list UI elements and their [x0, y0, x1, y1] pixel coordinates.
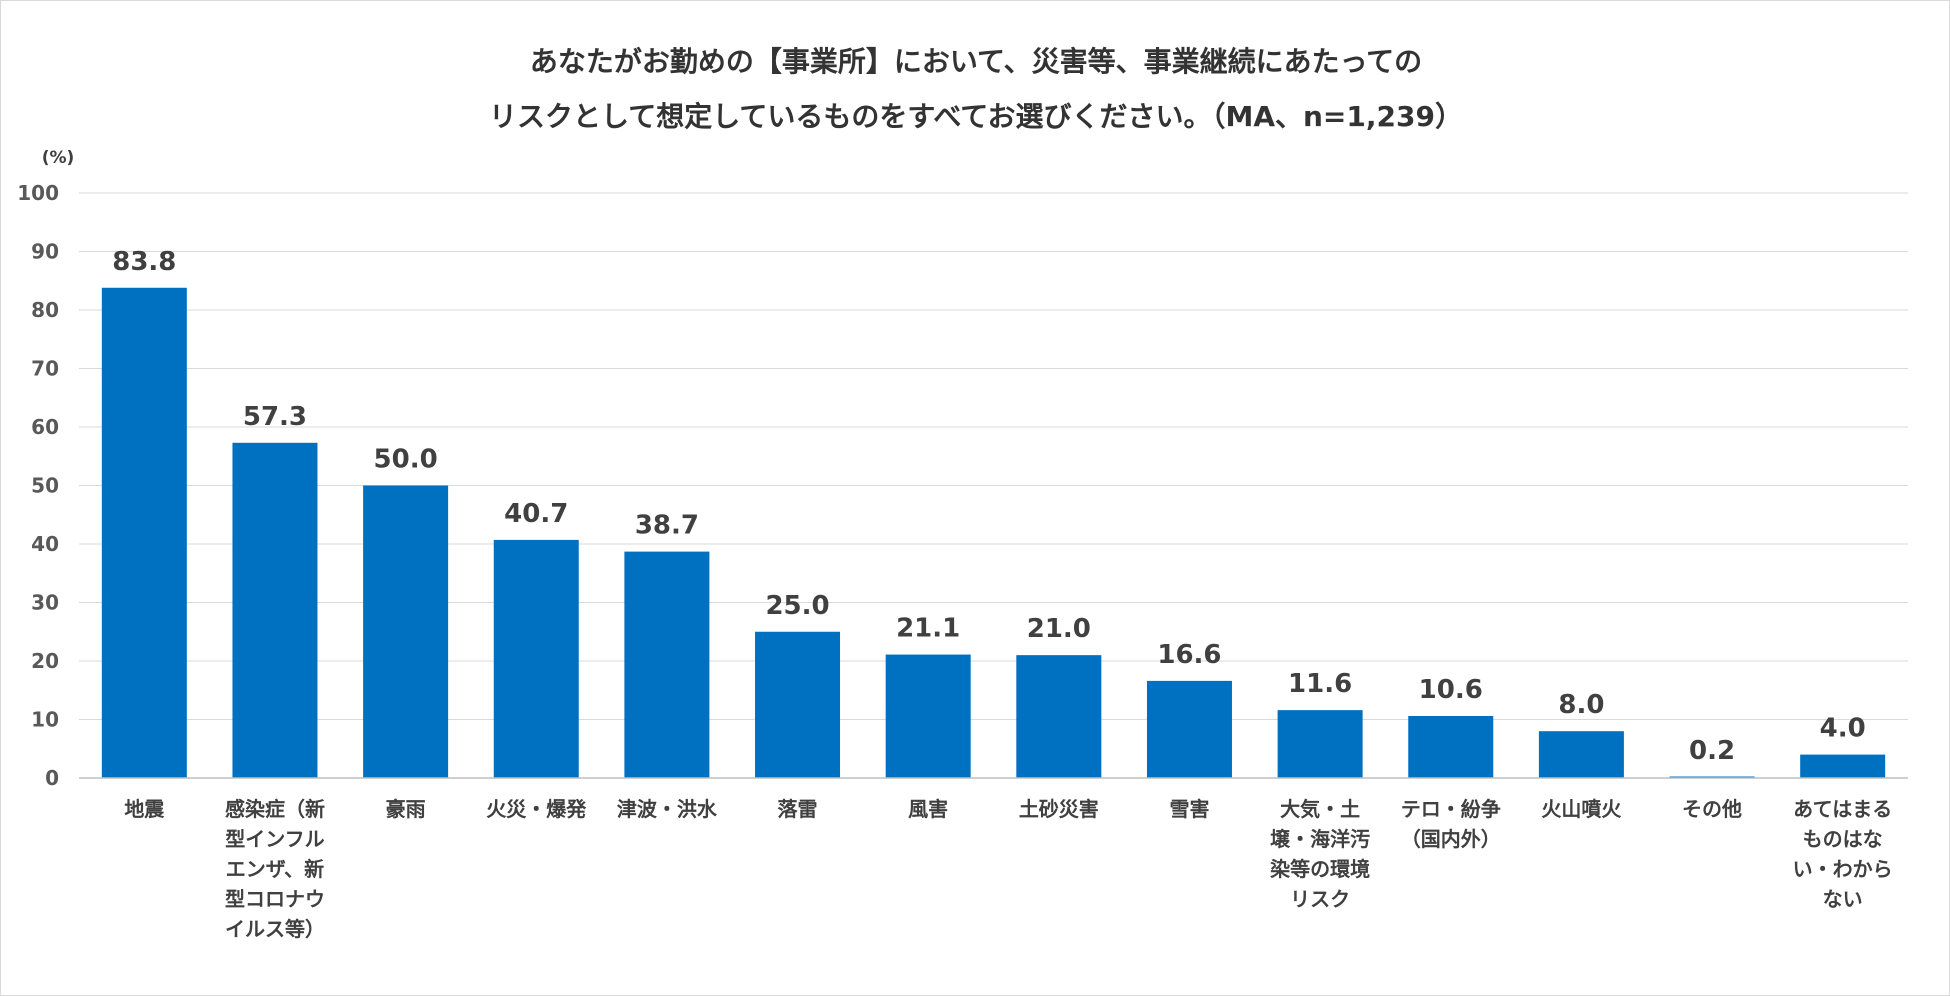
- category-label-3: 豪雨: [386, 797, 426, 821]
- category-label-line: 地震: [124, 797, 165, 821]
- bar-10: [1277, 710, 1363, 778]
- bar-8: [1016, 655, 1102, 778]
- data-label-2: 57.3: [243, 402, 307, 432]
- category-label-line: 型コロナウ: [225, 887, 325, 911]
- category-label-line: 土砂災害: [1019, 797, 1099, 821]
- bar-9: [1146, 680, 1232, 778]
- bar-4: [493, 539, 579, 778]
- data-labels: 83.8 57.3 50.0 40.7 38.7 25.0 21.1 21.0 16.6 11.6…: [112, 247, 1865, 766]
- gridlines: [79, 192, 1908, 720]
- y-tick-label-50: 50: [31, 474, 59, 498]
- category-label-6: 落雷: [778, 797, 818, 821]
- category-label-line: イルス等）: [225, 917, 325, 941]
- category-label-line: （国内外）: [1401, 827, 1501, 851]
- y-tick-label-90: 90: [31, 240, 59, 264]
- category-label-8: 土砂災害: [1019, 797, 1099, 821]
- category-label-14: あてはまるものはない・わからない: [1793, 797, 1893, 911]
- y-tick-label-70: 70: [31, 357, 59, 381]
- bar-14: [1800, 754, 1886, 778]
- data-label-8: 21.0: [1027, 614, 1091, 644]
- category-label-line: ものはな: [1803, 827, 1883, 851]
- y-tick-label-30: 30: [31, 591, 59, 615]
- category-label-5: 津波・洪水: [617, 797, 718, 821]
- category-label-line: 型インフル: [225, 827, 324, 851]
- category-label-4: 火災・爆発: [486, 797, 587, 821]
- bar-6: [755, 631, 841, 778]
- data-label-10: 11.6: [1288, 669, 1352, 699]
- category-label-line: ない: [1823, 887, 1863, 911]
- bar-12: [1538, 731, 1624, 778]
- y-tick-label-40: 40: [31, 532, 59, 556]
- bar-1: [101, 287, 187, 778]
- bar-7: [885, 654, 971, 778]
- data-label-3: 50.0: [374, 445, 438, 475]
- y-axis-unit-label: (%): [42, 148, 75, 168]
- data-label-14: 4.0: [1820, 714, 1866, 744]
- y-axis-ticks: 0 10 20 30 40 50 60 70 80 90 100: [17, 181, 59, 790]
- y-tick-label-100: 100: [17, 181, 59, 205]
- category-label-10: 大気・土壌・海洋汚染等の環境リスク: [1270, 797, 1370, 911]
- chart-title-line-2: リスクとして想定しているものをすべてお選びください。（MA、n=1,239）: [489, 100, 1463, 133]
- category-label-line: その他: [1682, 797, 1742, 821]
- bars: [101, 287, 1886, 778]
- bar-2: [232, 442, 318, 778]
- chart-title-line-1: あなたがお勤めの【事業所】において、災害等、事業継続にあたっての: [530, 45, 1422, 78]
- category-label-1: 地震: [124, 797, 165, 821]
- category-labels: 地震 感染症（新型インフルエンザ、新型コロナウイルス等） 豪雨 火災・爆発 津波・洪水 落…: [124, 797, 1892, 941]
- y-tick-label-0: 0: [45, 766, 59, 790]
- category-label-line: 火山噴火: [1541, 797, 1622, 821]
- data-label-5: 38.7: [635, 511, 699, 541]
- category-label-12: 火山噴火: [1541, 797, 1622, 821]
- category-label-line: 落雷: [778, 797, 818, 821]
- category-label-line: 津波・洪水: [617, 797, 718, 821]
- category-label-line: 火災・爆発: [486, 797, 587, 821]
- y-tick-label-60: 60: [31, 415, 59, 439]
- bar-5: [624, 551, 710, 778]
- category-label-line: リスク: [1290, 887, 1350, 911]
- category-label-line: 豪雨: [386, 797, 426, 821]
- category-label-line: 風害: [908, 797, 948, 821]
- y-tick-label-10: 10: [31, 708, 59, 732]
- category-label-line: 壌・海洋汚: [1270, 827, 1370, 851]
- category-label-line: エンザ、新: [226, 857, 324, 881]
- category-label-line: い・わから: [1793, 857, 1893, 881]
- category-label-9: 雪害: [1169, 797, 1209, 821]
- category-label-line: 雪害: [1169, 797, 1209, 821]
- data-label-7: 21.1: [896, 614, 960, 644]
- bar-11: [1408, 715, 1494, 778]
- data-label-4: 40.7: [504, 499, 568, 529]
- y-tick-label-20: 20: [31, 649, 59, 673]
- data-label-1: 83.8: [112, 247, 176, 277]
- category-label-13: その他: [1682, 797, 1742, 821]
- category-label-11: テロ・紛争 （国内外）: [1401, 797, 1501, 851]
- data-label-11: 10.6: [1419, 675, 1483, 705]
- category-label-line: あてはまる: [1793, 797, 1892, 821]
- data-label-12: 8.0: [1558, 690, 1604, 720]
- data-label-9: 16.6: [1157, 640, 1221, 670]
- category-label-line: 大気・土: [1280, 797, 1360, 821]
- category-label-line: 染等の環境: [1270, 857, 1370, 881]
- category-label-line: テロ・紛争: [1401, 797, 1501, 821]
- category-label-line: 感染症（新: [225, 797, 325, 821]
- category-label-2: 感染症（新型インフルエンザ、新型コロナウイルス等）: [225, 797, 325, 941]
- category-label-7: 風害: [908, 797, 948, 821]
- chart-title: あなたがお勤めの【事業所】において、災害等、事業継続にあたってのリスクとして想定…: [489, 45, 1463, 133]
- bar-3: [363, 485, 449, 778]
- data-label-6: 25.0: [765, 591, 829, 621]
- y-tick-label-80: 80: [31, 298, 59, 322]
- data-label-13: 0.2: [1689, 736, 1735, 766]
